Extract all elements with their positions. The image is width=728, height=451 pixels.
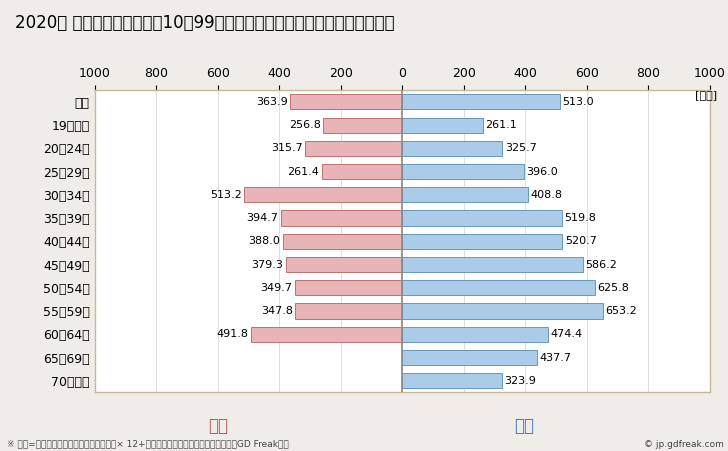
Bar (281, 211, 402, 226)
Text: 408.8: 408.8 (531, 190, 563, 200)
Bar (402, 280, 595, 295)
Bar (305, 141, 402, 156)
Text: [万円]: [万円] (695, 90, 717, 100)
Bar (251, 327, 402, 342)
Bar (323, 118, 402, 133)
Bar (402, 373, 502, 388)
Bar (285, 257, 402, 272)
Text: 363.9: 363.9 (256, 97, 288, 107)
Bar (402, 164, 524, 179)
Bar (283, 234, 402, 249)
Text: 513.2: 513.2 (210, 190, 242, 200)
Text: 625.8: 625.8 (597, 283, 629, 293)
Bar (402, 257, 582, 272)
Text: 491.8: 491.8 (216, 329, 248, 339)
Text: 520.7: 520.7 (565, 236, 597, 246)
Bar (402, 141, 502, 156)
Bar (402, 304, 603, 318)
Text: 女性: 女性 (208, 417, 229, 435)
Text: 347.8: 347.8 (261, 306, 293, 316)
Text: 315.7: 315.7 (271, 143, 303, 153)
Text: 379.3: 379.3 (251, 259, 283, 270)
Text: 653.2: 653.2 (606, 306, 637, 316)
Text: 2020年 民間企業（従業者数10～99人）フルタイム労働者の男女別平均年収: 2020年 民間企業（従業者数10～99人）フルタイム労働者の男女別平均年収 (15, 14, 394, 32)
Text: 323.9: 323.9 (505, 376, 537, 386)
Text: 261.4: 261.4 (288, 166, 320, 176)
Text: 437.7: 437.7 (539, 353, 571, 363)
Bar (290, 94, 402, 110)
Text: 519.8: 519.8 (564, 213, 596, 223)
Bar (296, 304, 402, 318)
Text: 474.4: 474.4 (550, 329, 582, 339)
Text: 男性: 男性 (514, 417, 534, 435)
Text: 256.8: 256.8 (289, 120, 321, 130)
Text: 349.7: 349.7 (260, 283, 292, 293)
Bar (402, 234, 562, 249)
Text: 325.7: 325.7 (505, 143, 537, 153)
Bar (295, 280, 402, 295)
Text: 586.2: 586.2 (585, 259, 617, 270)
Bar (322, 164, 402, 179)
Text: 388.0: 388.0 (248, 236, 280, 246)
Bar (402, 118, 483, 133)
Bar (402, 211, 562, 226)
Text: 394.7: 394.7 (246, 213, 278, 223)
Bar (402, 327, 548, 342)
Bar (245, 187, 402, 202)
Bar (402, 187, 528, 202)
Text: © jp.gdfreak.com: © jp.gdfreak.com (644, 440, 724, 449)
Text: ※ 年収=「きまって支給する現金給与額」× 12+「年間賞与その他特別給与額」としてGD Freak推計: ※ 年収=「きまって支給する現金給与額」× 12+「年間賞与その他特別給与額」と… (7, 440, 289, 449)
Bar (402, 350, 537, 365)
Text: 261.1: 261.1 (485, 120, 517, 130)
Bar (402, 94, 560, 110)
Text: 513.0: 513.0 (563, 97, 594, 107)
Text: 396.0: 396.0 (526, 166, 558, 176)
